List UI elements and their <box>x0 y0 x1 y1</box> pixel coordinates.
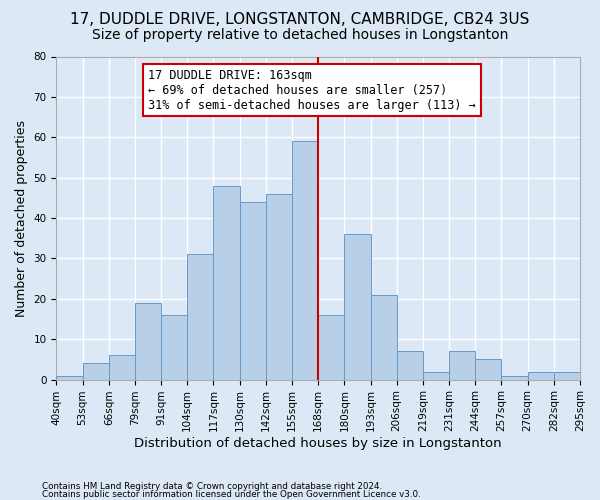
Bar <box>109 356 135 380</box>
Text: 17 DUDDLE DRIVE: 163sqm
← 69% of detached houses are smaller (257)
31% of semi-d: 17 DUDDLE DRIVE: 163sqm ← 69% of detache… <box>148 68 476 112</box>
Bar <box>475 360 502 380</box>
Bar <box>527 372 554 380</box>
Text: Contains HM Land Registry data © Crown copyright and database right 2024.: Contains HM Land Registry data © Crown c… <box>42 482 382 491</box>
Bar <box>502 376 527 380</box>
Bar <box>554 372 580 380</box>
Bar <box>135 303 161 380</box>
Bar <box>187 254 214 380</box>
Bar <box>423 372 449 380</box>
Bar <box>449 352 475 380</box>
Bar <box>56 376 83 380</box>
Bar <box>266 194 292 380</box>
Bar <box>83 364 109 380</box>
X-axis label: Distribution of detached houses by size in Longstanton: Distribution of detached houses by size … <box>134 437 502 450</box>
Bar <box>292 142 318 380</box>
Y-axis label: Number of detached properties: Number of detached properties <box>15 120 28 316</box>
Bar <box>397 352 423 380</box>
Bar <box>214 186 239 380</box>
Text: Contains public sector information licensed under the Open Government Licence v3: Contains public sector information licen… <box>42 490 421 499</box>
Bar <box>318 315 344 380</box>
Bar <box>344 234 371 380</box>
Bar <box>239 202 266 380</box>
Text: Size of property relative to detached houses in Longstanton: Size of property relative to detached ho… <box>92 28 508 42</box>
Text: 17, DUDDLE DRIVE, LONGSTANTON, CAMBRIDGE, CB24 3US: 17, DUDDLE DRIVE, LONGSTANTON, CAMBRIDGE… <box>70 12 530 28</box>
Bar <box>161 315 187 380</box>
Bar <box>371 295 397 380</box>
